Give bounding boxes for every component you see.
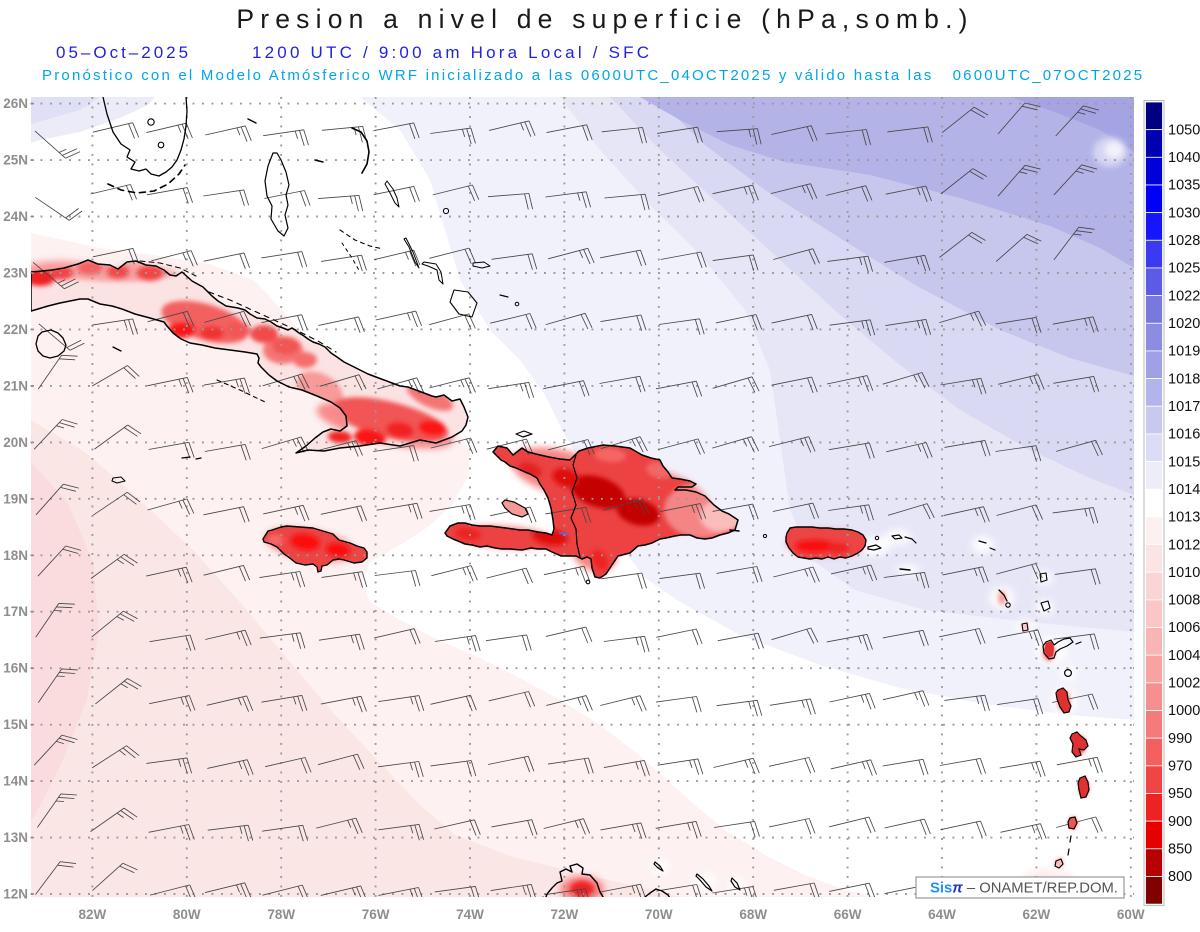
svg-text:72W: 72W <box>551 907 579 922</box>
svg-text:1004: 1004 <box>1168 648 1200 664</box>
svg-text:1028: 1028 <box>1168 233 1200 249</box>
svg-text:1006: 1006 <box>1168 620 1200 636</box>
svg-text:900: 900 <box>1168 814 1192 830</box>
svg-text:1020: 1020 <box>1168 316 1200 332</box>
svg-text:970: 970 <box>1168 759 1192 775</box>
svg-text:1012: 1012 <box>1168 537 1200 553</box>
svg-text:68W: 68W <box>739 907 767 922</box>
svg-text:1016: 1016 <box>1168 427 1200 443</box>
svg-text:1000: 1000 <box>1168 703 1200 719</box>
svg-text:850: 850 <box>1168 842 1192 858</box>
svg-text:Sisπ – ONAMET/REP.DOM.: Sisπ – ONAMET/REP.DOM. <box>930 881 1118 897</box>
svg-text:800: 800 <box>1168 869 1192 885</box>
svg-text:20N: 20N <box>3 435 28 450</box>
svg-text:82W: 82W <box>79 907 107 922</box>
svg-text:1019: 1019 <box>1168 344 1200 360</box>
svg-text:25N: 25N <box>3 153 28 168</box>
svg-text:70W: 70W <box>645 907 673 922</box>
svg-text:1017: 1017 <box>1168 399 1200 415</box>
svg-text:1008: 1008 <box>1168 593 1200 609</box>
svg-text:64W: 64W <box>928 907 956 922</box>
svg-text:24N: 24N <box>3 209 28 224</box>
svg-text:26N: 26N <box>3 96 28 111</box>
svg-text:1018: 1018 <box>1168 371 1200 387</box>
svg-text:16N: 16N <box>3 661 28 676</box>
svg-text:22N: 22N <box>3 322 28 337</box>
svg-text:23N: 23N <box>3 266 28 281</box>
svg-text:1050: 1050 <box>1168 122 1200 138</box>
svg-text:1022: 1022 <box>1168 288 1200 304</box>
svg-text:1015: 1015 <box>1168 454 1200 470</box>
svg-text:1035: 1035 <box>1168 178 1200 194</box>
svg-text:18N: 18N <box>3 548 28 563</box>
svg-text:74W: 74W <box>456 907 484 922</box>
svg-text:13N: 13N <box>3 830 28 845</box>
svg-text:17N: 17N <box>3 604 28 619</box>
svg-text:1014: 1014 <box>1168 482 1200 498</box>
svg-text:1010: 1010 <box>1168 565 1200 581</box>
svg-text:21N: 21N <box>3 378 28 393</box>
svg-text:12N: 12N <box>3 887 28 902</box>
svg-text:14N: 14N <box>3 774 28 789</box>
svg-text:60W: 60W <box>1117 907 1145 922</box>
svg-text:1025: 1025 <box>1168 261 1200 277</box>
svg-text:80W: 80W <box>173 907 201 922</box>
svg-text:62W: 62W <box>1023 907 1051 922</box>
svg-text:19N: 19N <box>3 491 28 506</box>
svg-text:1030: 1030 <box>1168 205 1200 221</box>
svg-text:990: 990 <box>1168 731 1192 747</box>
svg-text:1040: 1040 <box>1168 150 1200 166</box>
svg-text:1013: 1013 <box>1168 510 1200 526</box>
svg-text:950: 950 <box>1168 786 1192 802</box>
svg-text:15N: 15N <box>3 717 28 732</box>
svg-text:66W: 66W <box>834 907 862 922</box>
svg-text:78W: 78W <box>267 907 295 922</box>
svg-text:76W: 76W <box>362 907 390 922</box>
svg-text:1002: 1002 <box>1168 676 1200 692</box>
